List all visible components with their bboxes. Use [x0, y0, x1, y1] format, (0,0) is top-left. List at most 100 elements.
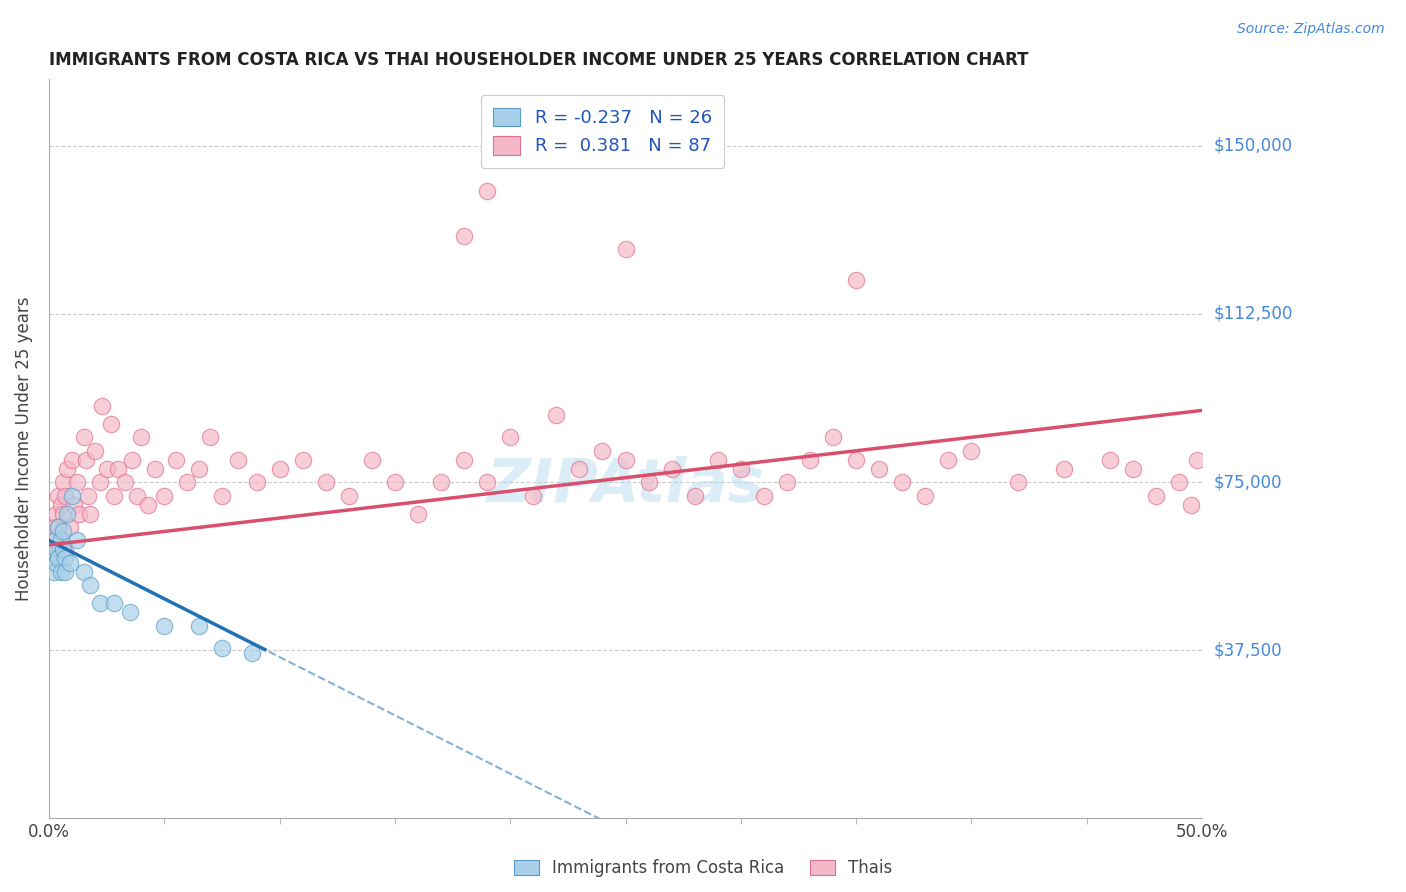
Point [776, 475, 799, 490]
Point [121, 452, 143, 467]
Point [42, 520, 65, 534]
Point [56, 461, 79, 475]
Point [46, 520, 69, 534]
Point [114, 475, 136, 490]
Point [39, 551, 62, 566]
Point [53, 565, 76, 579]
Point [60, 489, 83, 503]
Text: $75,000: $75,000 [1213, 473, 1282, 491]
Point [49, 565, 72, 579]
Point [269, 461, 291, 475]
Point [1053, 461, 1076, 475]
Point [107, 461, 129, 475]
Point [103, 596, 125, 610]
Point [46, 551, 69, 566]
Point [211, 641, 233, 656]
Point [938, 452, 960, 467]
Text: $112,500: $112,500 [1213, 305, 1292, 323]
Point [100, 417, 122, 431]
Point [845, 452, 868, 467]
Point [614, 452, 637, 467]
Point [52, 524, 75, 539]
Point [1098, 452, 1121, 467]
Point [79, 578, 101, 592]
Point [49, 533, 72, 548]
Text: ZIPAtlas: ZIPAtlas [486, 456, 765, 515]
Point [89, 596, 111, 610]
Point [118, 605, 141, 619]
Point [1144, 489, 1167, 503]
Point [52, 475, 75, 490]
Point [226, 452, 249, 467]
Point [661, 461, 683, 475]
Point [45, 542, 67, 557]
Point [475, 184, 498, 198]
Point [406, 507, 429, 521]
Point [823, 430, 845, 444]
Point [52, 542, 75, 557]
Point [46, 489, 69, 503]
Point [42, 551, 65, 566]
Point [96, 461, 118, 475]
Point [360, 452, 382, 467]
Point [52, 507, 75, 521]
Point [53, 489, 76, 503]
Point [211, 489, 233, 503]
Point [39, 542, 62, 557]
Point [63, 498, 86, 512]
Point [315, 475, 337, 490]
Point [75, 452, 97, 467]
Legend: R = -0.237   N = 26, R =  0.381   N = 87: R = -0.237 N = 26, R = 0.381 N = 87 [481, 95, 724, 168]
Point [891, 475, 914, 490]
Point [240, 646, 263, 660]
Point [59, 556, 82, 570]
Point [42, 565, 65, 579]
Point [56, 507, 79, 521]
Point [143, 461, 166, 475]
Point [499, 430, 522, 444]
Point [291, 452, 314, 467]
Point [1187, 452, 1209, 467]
Point [568, 461, 591, 475]
Point [546, 408, 568, 422]
Point [730, 461, 752, 475]
Point [637, 475, 659, 490]
Point [384, 475, 406, 490]
Text: IMMIGRANTS FROM COSTA RICA VS THAI HOUSEHOLDER INCOME UNDER 25 YEARS CORRELATION: IMMIGRANTS FROM COSTA RICA VS THAI HOUSE… [49, 51, 1028, 69]
Text: $150,000: $150,000 [1213, 136, 1292, 155]
Point [77, 489, 100, 503]
Point [45, 533, 67, 548]
Point [453, 228, 475, 243]
Point [103, 489, 125, 503]
Point [845, 273, 868, 287]
Text: $37,500: $37,500 [1213, 641, 1282, 659]
Point [84, 443, 107, 458]
Point [337, 489, 360, 503]
Point [59, 520, 82, 534]
Point [45, 556, 67, 570]
Point [752, 489, 775, 503]
Point [136, 498, 159, 512]
Point [89, 475, 111, 490]
Point [914, 489, 936, 503]
Point [165, 452, 187, 467]
Point [49, 498, 72, 512]
Point [53, 542, 76, 557]
Point [72, 565, 94, 579]
Point [125, 489, 148, 503]
Point [591, 443, 613, 458]
Point [153, 618, 176, 632]
Point [430, 475, 453, 490]
Point [799, 452, 821, 467]
Point [72, 430, 94, 444]
Point [453, 452, 475, 467]
Point [45, 507, 67, 521]
Point [66, 475, 89, 490]
Point [49, 533, 72, 548]
Legend: Immigrants from Costa Rica, Thais: Immigrants from Costa Rica, Thais [508, 853, 898, 884]
Point [1180, 498, 1202, 512]
Text: Source: ZipAtlas.com: Source: ZipAtlas.com [1237, 22, 1385, 37]
Point [129, 430, 152, 444]
Point [960, 443, 983, 458]
Point [53, 551, 76, 566]
